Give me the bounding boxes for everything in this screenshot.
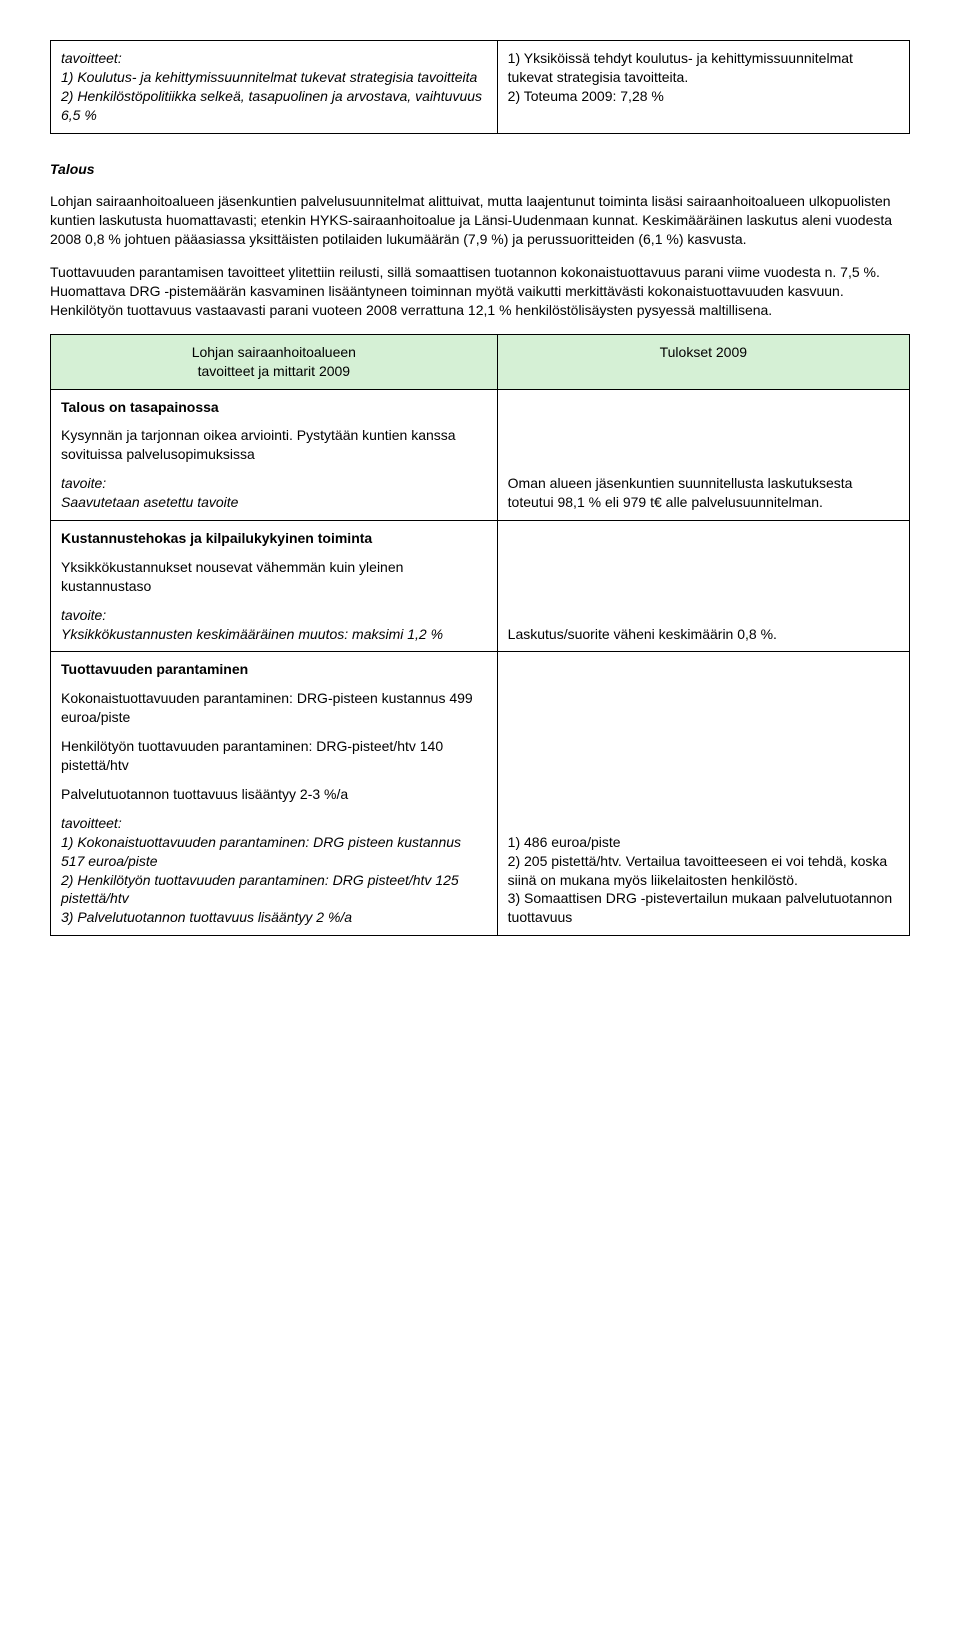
row2-right: Laskutus/suorite väheni keskimäärin 0,8 … xyxy=(497,521,909,652)
row3-right: 1) 486 euroa/piste 2) 205 pistettä/htv. … xyxy=(497,652,909,936)
row1-left: Talous on tasapainossa Kysynnän ja tarjo… xyxy=(51,389,498,520)
row3-t1: 1) Kokonaistuottavuuden parantaminen: DR… xyxy=(61,833,487,871)
row3-t3: 3) Palvelutuotannon tuottavuus lisääntyy… xyxy=(61,908,487,927)
top-table: tavoitteet: 1) Koulutus- ja kehittymissu… xyxy=(50,40,910,134)
main-table: Lohjan sairaanhoitoalueen tavoitteet ja … xyxy=(50,334,910,936)
talous-paragraph-1: Lohjan sairaanhoitoalueen jäsenkuntien p… xyxy=(50,192,910,249)
row3-body2: Henkilötyön tuottavuuden parantaminen: D… xyxy=(61,737,487,775)
row3-t2: 2) Henkilötyön tuottavuuden parantaminen… xyxy=(61,871,487,909)
result-1: 1) Yksiköissä tehdyt koulutus- ja kehitt… xyxy=(508,49,899,87)
row1-right: Oman alueen jäsenkuntien suunnitellusta … xyxy=(497,389,909,520)
row3-r3: 3) Somaattisen DRG -pistevertailun mukaa… xyxy=(508,889,899,927)
row3-tavoitteet-label: tavoitteet: xyxy=(61,814,487,833)
tavoitteet-heading: tavoitteet: xyxy=(61,49,487,68)
table-header-left: Lohjan sairaanhoitoalueen tavoitteet ja … xyxy=(51,334,498,389)
goal-1: 1) Koulutus- ja kehittymissuunnitelmat t… xyxy=(61,68,487,87)
row2-result: Laskutus/suorite väheni keskimäärin 0,8 … xyxy=(508,625,899,644)
row1-result: Oman alueen jäsenkuntien suunnitellusta … xyxy=(508,474,899,512)
row3-body3: Palvelutuotannon tuottavuus lisääntyy 2-… xyxy=(61,785,487,804)
row2-tavoite-text: Yksikkökustannusten keskimääräinen muuto… xyxy=(61,625,487,644)
result-2: 2) Toteuma 2009: 7,28 % xyxy=(508,87,899,106)
table-header-right: Tulokset 2009 xyxy=(497,334,909,389)
row3-r1: 1) 486 euroa/piste xyxy=(508,833,899,852)
row1-tavoite-label: tavoite: xyxy=(61,474,487,493)
row2-title: Kustannustehokas ja kilpailukykyinen toi… xyxy=(61,529,487,548)
talous-paragraph-2: Tuottavuuden parantamisen tavoitteet yli… xyxy=(50,263,910,320)
row2-left: Kustannustehokas ja kilpailukykyinen toi… xyxy=(51,521,498,652)
top-right-cell: 1) Yksiköissä tehdyt koulutus- ja kehitt… xyxy=(497,41,909,134)
row1-body: Kysynnän ja tarjonnan oikea arviointi. P… xyxy=(61,426,487,464)
row1-title: Talous on tasapainossa xyxy=(61,398,487,417)
row3-body1: Kokonaistuottavuuden parantaminen: DRG-p… xyxy=(61,689,487,727)
row2-tavoite-label: tavoite: xyxy=(61,606,487,625)
row1-tavoite-text: Saavutetaan asetettu tavoite xyxy=(61,493,487,512)
top-left-cell: tavoitteet: 1) Koulutus- ja kehittymissu… xyxy=(51,41,498,134)
row3-title: Tuottavuuden parantaminen xyxy=(61,660,487,679)
row3-left: Tuottavuuden parantaminen Kokonaistuotta… xyxy=(51,652,498,936)
goal-2: 2) Henkilöstöpolitiikka selkeä, tasapuol… xyxy=(61,87,487,125)
talous-heading: Talous xyxy=(50,160,910,179)
row2-body: Yksikkökustannukset nousevat vähemmän ku… xyxy=(61,558,487,596)
row3-r2: 2) 205 pistettä/htv. Vertailua tavoittee… xyxy=(508,852,899,890)
